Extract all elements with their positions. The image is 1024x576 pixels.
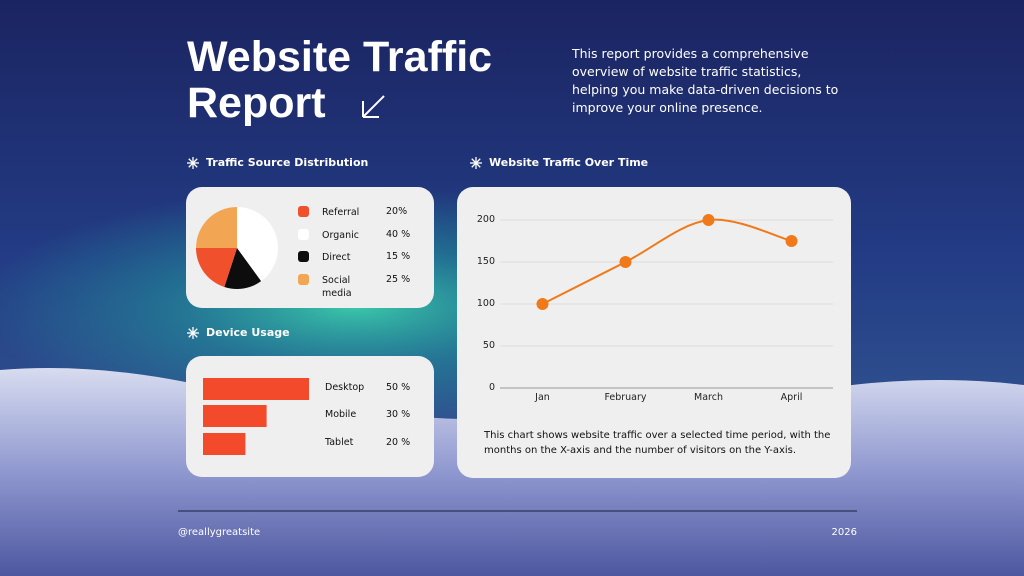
value-label: 40 %: [386, 229, 411, 240]
y-tick-label: 50: [482, 340, 495, 351]
card: [457, 187, 851, 478]
line: [542, 218, 792, 305]
description: This report provides a comprehensive ove…: [572, 46, 839, 115]
section-title: Device Usage: [206, 326, 290, 339]
bar: [203, 378, 309, 400]
legend-swatch: [298, 274, 309, 285]
x-tick-label: February: [604, 392, 647, 403]
chart-caption: This chart shows website traffic over a …: [484, 430, 831, 456]
footer-handle: @reallygreatsite: [178, 527, 261, 538]
point: [785, 235, 798, 247]
y-tick-label: 0: [488, 382, 495, 393]
x-tick-label: March: [694, 392, 723, 403]
legend-swatch: [298, 229, 309, 240]
pie-slice: [224, 248, 262, 289]
bar-label: Desktop: [325, 382, 365, 393]
point: [536, 298, 549, 310]
bar: [203, 433, 246, 455]
legend-label: Organic: [322, 230, 359, 241]
x-tick-label: April: [780, 392, 803, 403]
pie-slice: [196, 248, 237, 287]
bar-label: Mobile: [325, 409, 357, 420]
y-tick-label: 100: [476, 298, 495, 309]
title: Website Traffic Report: [187, 33, 493, 127]
sparkle-icon: [188, 328, 198, 338]
legend-label: Social media: [322, 275, 352, 299]
value-label: 50 %: [386, 382, 411, 393]
point: [619, 256, 632, 268]
x-tick-label: Jan: [535, 392, 550, 403]
point: [702, 214, 715, 226]
value-label: 25 %: [386, 274, 411, 285]
y-tick-label: 150: [476, 256, 495, 267]
bar: [203, 405, 267, 427]
value-label: 15 %: [386, 251, 411, 262]
y-tick-label: 200: [476, 214, 495, 225]
legend-label: Referral: [322, 207, 360, 218]
section-title: Traffic Source Distribution: [206, 156, 369, 169]
section-title: Website Traffic Over Time: [489, 156, 649, 169]
sparkle-icon: [188, 158, 198, 168]
pie-slice: [237, 207, 278, 282]
footer-year: 2026: [831, 527, 857, 538]
arrow-icon: [362, 95, 385, 118]
value-label: 20 %: [386, 437, 411, 448]
legend-label: Direct: [322, 252, 351, 263]
value-label: 20%: [386, 206, 408, 217]
legend-swatch: [298, 206, 309, 217]
pie-slice: [196, 207, 237, 248]
value-label: 30 %: [386, 409, 411, 420]
bar-label: Tablet: [325, 437, 354, 448]
sparkle-icon: [471, 158, 481, 168]
legend-swatch: [298, 251, 309, 262]
